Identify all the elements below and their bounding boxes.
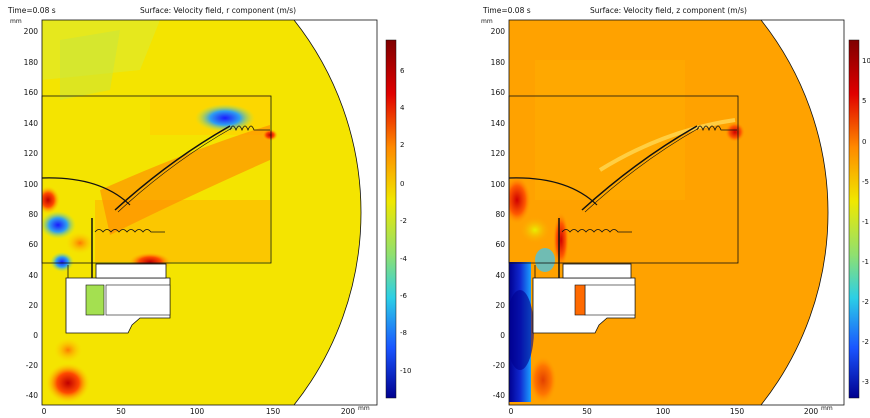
- time-label: Time=0.08 s: [483, 6, 531, 15]
- plot-title: Surface: Velocity field, r component (m/…: [140, 6, 297, 15]
- colorbar-tick: -5: [862, 178, 869, 186]
- y-tick: 40: [28, 271, 38, 280]
- x-tick: 100: [656, 407, 671, 416]
- x-tick: 200: [804, 407, 819, 416]
- y-axis-ticks: 200 180 160 140 120 100 80 60 40 20 0 -2…: [491, 27, 506, 400]
- y-tick: 140: [24, 119, 39, 128]
- velocity-r-plot: 200 180 160 140 120 100 80 60 40 20 0 -2…: [24, 19, 411, 416]
- colorbar-ticks: 10 5 0 -5 -1 -1 -2 -2 -3: [862, 57, 870, 386]
- y-tick: 60: [28, 240, 38, 249]
- y-tick: 120: [24, 149, 39, 158]
- y-tick: 180: [491, 58, 506, 67]
- geometry-outline: [508, 19, 829, 406]
- y-tick: 200: [491, 27, 506, 36]
- plot-panel-r-component: Time=0.08 s Surface: Velocity field, r c…: [8, 6, 411, 416]
- colorbar-tick: 0: [862, 138, 866, 146]
- x-tick: 200: [341, 407, 356, 416]
- colorbar-tick: 5: [862, 97, 866, 105]
- x-tick: 0: [42, 407, 47, 416]
- plot-title: Surface: Velocity field, z component (m/…: [590, 6, 747, 15]
- colorbar-tick: -2: [400, 217, 407, 225]
- colorbar-tick: -8: [400, 329, 407, 337]
- y-tick: 180: [24, 58, 39, 67]
- colorbar: [385, 39, 397, 399]
- x-axis-ticks: 0 50 100 150 200: [42, 407, 356, 416]
- plot-panel-z-component: Time=0.08 s Surface: Velocity field, z c…: [435, 0, 870, 418]
- colorbar-tick: -2: [862, 338, 869, 346]
- y-axis-unit: mm: [481, 18, 493, 25]
- x-tick: 50: [582, 407, 592, 416]
- y-tick: 0: [500, 331, 505, 340]
- y-tick: 20: [28, 301, 38, 310]
- x-tick: 150: [730, 407, 745, 416]
- colorbar-tick: -10: [400, 367, 411, 375]
- y-tick: 140: [491, 119, 506, 128]
- colorbar-tick: 0: [400, 180, 404, 188]
- y-tick: 20: [495, 301, 505, 310]
- colorbar-tick: 6: [400, 67, 405, 75]
- y-axis-unit: mm: [10, 18, 22, 25]
- x-axis-unit: mm: [358, 405, 370, 412]
- colorbar-tick: -2: [862, 298, 869, 306]
- y-tick: 80: [28, 210, 38, 219]
- x-tick: 150: [266, 407, 281, 416]
- x-axis-unit: mm: [821, 405, 833, 412]
- x-axis-ticks: 0 50 100 150 200: [509, 407, 819, 416]
- y-tick: -40: [26, 391, 38, 400]
- x-tick: 0: [509, 407, 514, 416]
- x-tick: 50: [116, 407, 126, 416]
- y-tick: -20: [493, 361, 505, 370]
- colorbar-tick: 4: [400, 104, 405, 112]
- y-tick: 200: [24, 27, 39, 36]
- y-tick: 120: [491, 149, 506, 158]
- y-tick: 100: [491, 180, 506, 189]
- colorbar-tick: -1: [862, 218, 869, 226]
- colorbar-tick: 10: [862, 57, 870, 65]
- y-tick: -20: [26, 361, 38, 370]
- y-tick: 100: [24, 180, 39, 189]
- y-tick: 160: [24, 88, 39, 97]
- colorbar-tick: 2: [400, 141, 404, 149]
- x-tick: 100: [190, 407, 205, 416]
- y-tick: -40: [493, 391, 505, 400]
- colorbar: [848, 39, 860, 399]
- colorbar-tick: -4: [400, 255, 408, 263]
- y-tick: 0: [33, 331, 38, 340]
- y-axis-ticks: 200 180 160 140 120 100 80 60 40 20 0 -2…: [24, 27, 39, 400]
- colorbar-ticks: 6 4 2 0 -2 -4 -6 -8 -10: [400, 67, 411, 375]
- colorbar-tick: -6: [400, 292, 408, 300]
- y-tick: 160: [491, 88, 506, 97]
- y-tick: 80: [495, 210, 505, 219]
- time-label: Time=0.08 s: [8, 6, 56, 15]
- y-tick: 40: [495, 271, 505, 280]
- colorbar-tick: -3: [862, 378, 869, 386]
- colorbar-tick: -1: [862, 258, 869, 266]
- y-tick: 60: [495, 240, 505, 249]
- velocity-z-plot: 200 180 160 140 120 100 80 60 40 20 0 -2…: [491, 19, 870, 416]
